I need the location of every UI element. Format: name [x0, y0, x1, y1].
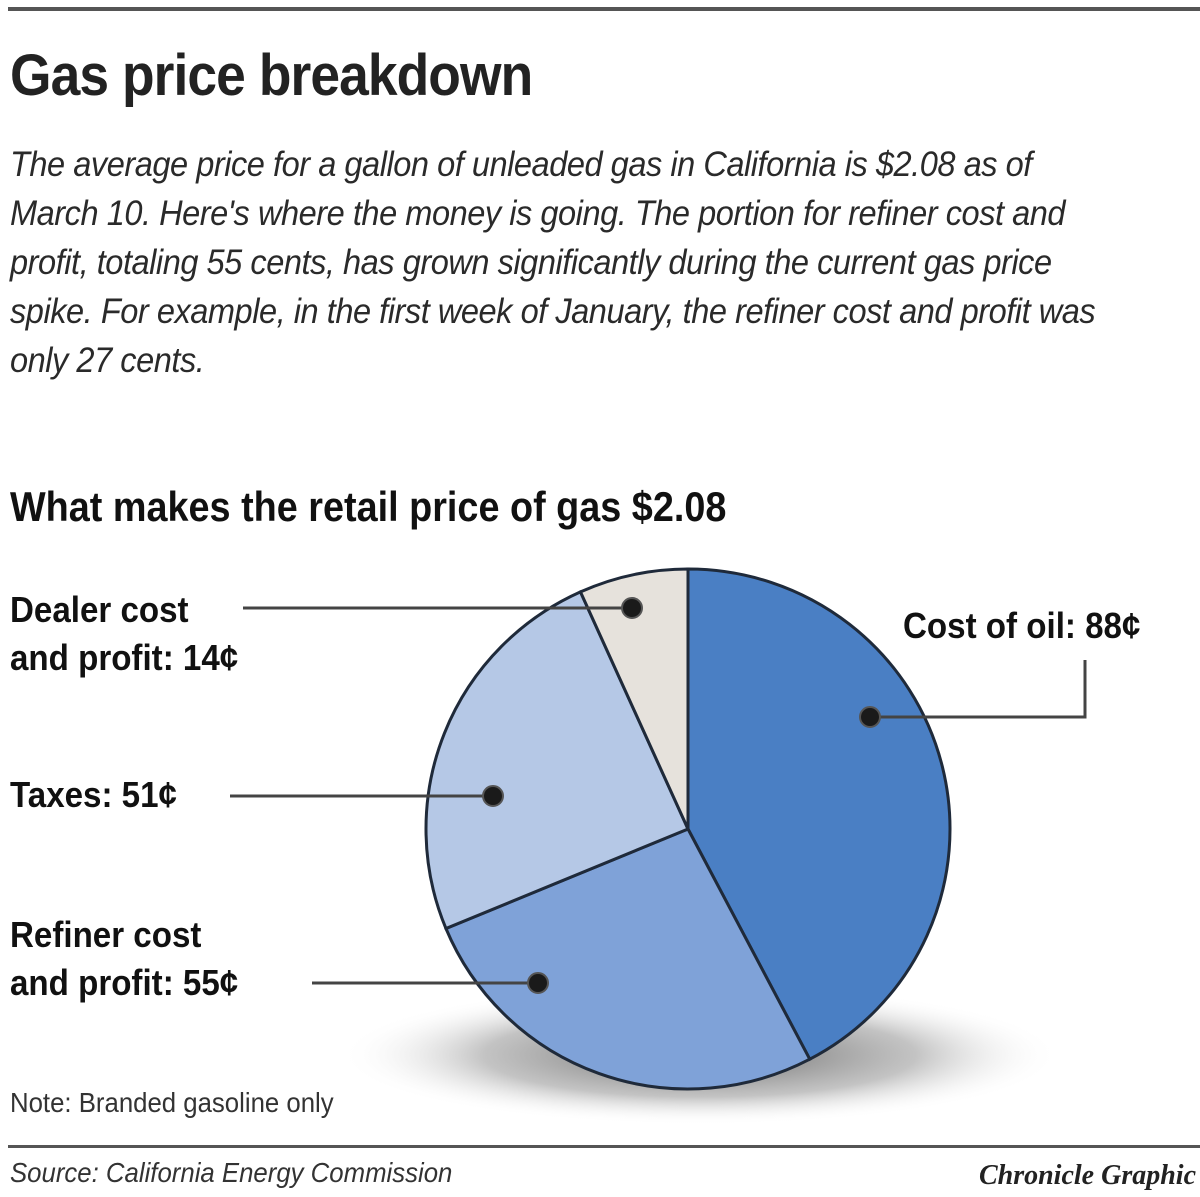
label-dealer-line1: Dealer cost	[10, 589, 189, 630]
chart-note: Note: Branded gasoline only	[10, 1087, 334, 1118]
bottom-rule	[8, 1145, 1200, 1148]
label-oil: Cost of oil: 88¢	[903, 605, 1141, 646]
label-refiner: Refiner cost and profit: 55¢	[10, 911, 238, 1007]
page-title: Gas price breakdown	[10, 43, 533, 108]
intro-text: The average price for a gallon of unlead…	[10, 145, 1096, 380]
label-dealer: Dealer cost and profit: 14¢	[10, 586, 238, 682]
leader-line-oil	[870, 660, 1087, 719]
slice-oil	[686, 567, 952, 1062]
credit-text: Chronicle Graphic	[978, 1160, 1196, 1191]
source-text: Source: California Energy Commission	[10, 1157, 453, 1188]
label-taxes: Taxes: 51¢	[10, 774, 177, 815]
chart-subtitle: What makes the retail price of gas $2.08	[10, 483, 727, 530]
marker-taxes	[482, 785, 504, 807]
slice-taxes	[424, 589, 691, 931]
top-rule	[8, 7, 1200, 11]
label-refiner-line1: Refiner cost	[10, 914, 202, 955]
marker-dealer	[621, 597, 643, 619]
slice-dealer	[578, 567, 690, 830]
label-dealer-line2: and profit: 14¢	[10, 637, 239, 678]
label-refiner-line2: and profit: 55¢	[10, 962, 239, 1003]
marker-refiner	[527, 972, 549, 994]
slice-refiner	[443, 827, 812, 1091]
marker-oil	[859, 706, 881, 728]
